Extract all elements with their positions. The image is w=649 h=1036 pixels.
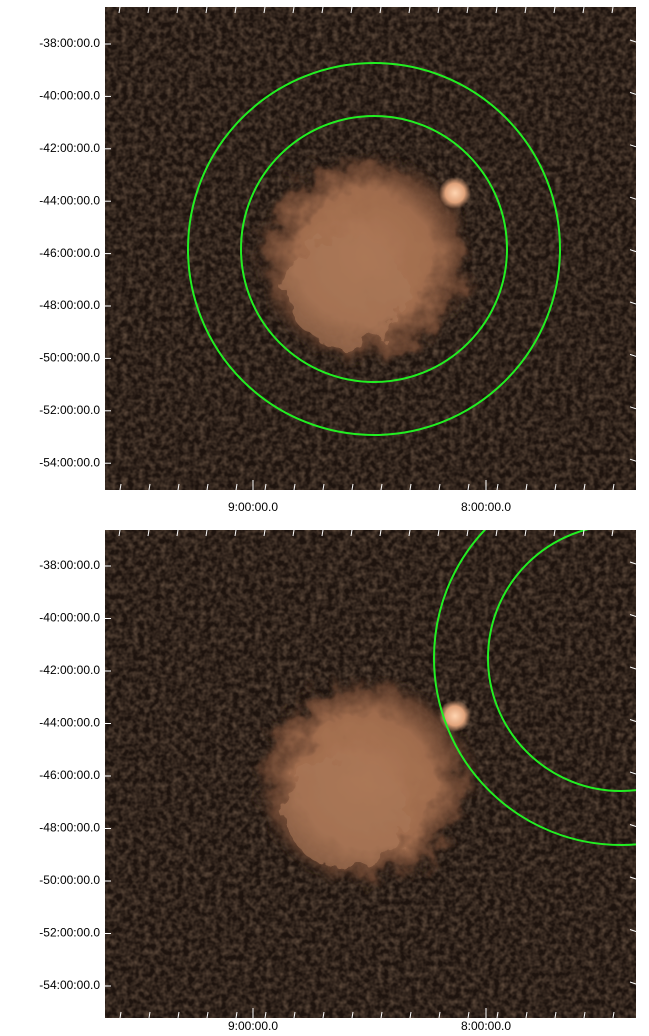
x-tick-label: 9:00:00.0 <box>228 1019 278 1033</box>
x-tick-label: 9:00:00.0 <box>228 500 278 514</box>
x-tick-label: 8:00:00.0 <box>461 1019 511 1033</box>
y-tick-label: -40:00:00.0 <box>39 89 100 103</box>
y-tick-label: -46:00:00.0 <box>39 246 100 260</box>
sky-image <box>105 471 649 1018</box>
y-tick-label: -48:00:00.0 <box>39 821 100 835</box>
y-tick-label: -38:00:00.0 <box>39 558 100 572</box>
y-tick-label: -40:00:00.0 <box>39 611 100 625</box>
y-tick-label: -42:00:00.0 <box>39 663 100 677</box>
y-tick-label: -54:00:00.0 <box>39 978 100 992</box>
y-tick-label: -52:00:00.0 <box>39 926 100 940</box>
y-tick-label: -46:00:00.0 <box>39 768 100 782</box>
y-tick-label: -44:00:00.0 <box>39 193 100 207</box>
x-tick-label: 8:00:00.0 <box>461 500 511 514</box>
y-tick-label: -50:00:00.0 <box>39 873 100 887</box>
sky-image <box>105 7 636 490</box>
page: -38:00:00.0 -40:00:00.0 -42:00:00.0 -44:00:… <box>0 0 649 1036</box>
y-tick-label: -44:00:00.0 <box>39 716 100 730</box>
y-tick-label: -38:00:00.0 <box>39 36 100 50</box>
y-tick-label: -42:00:00.0 <box>39 141 100 155</box>
y-tick-label: -48:00:00.0 <box>39 298 100 312</box>
y-tick-label: -54:00:00.0 <box>39 455 100 469</box>
y-tick-label: -50:00:00.0 <box>39 351 100 365</box>
figure: -38:00:00.0 -40:00:00.0 -42:00:00.0 -44:00:… <box>0 0 649 1036</box>
y-tick-label: -52:00:00.0 <box>39 403 100 417</box>
